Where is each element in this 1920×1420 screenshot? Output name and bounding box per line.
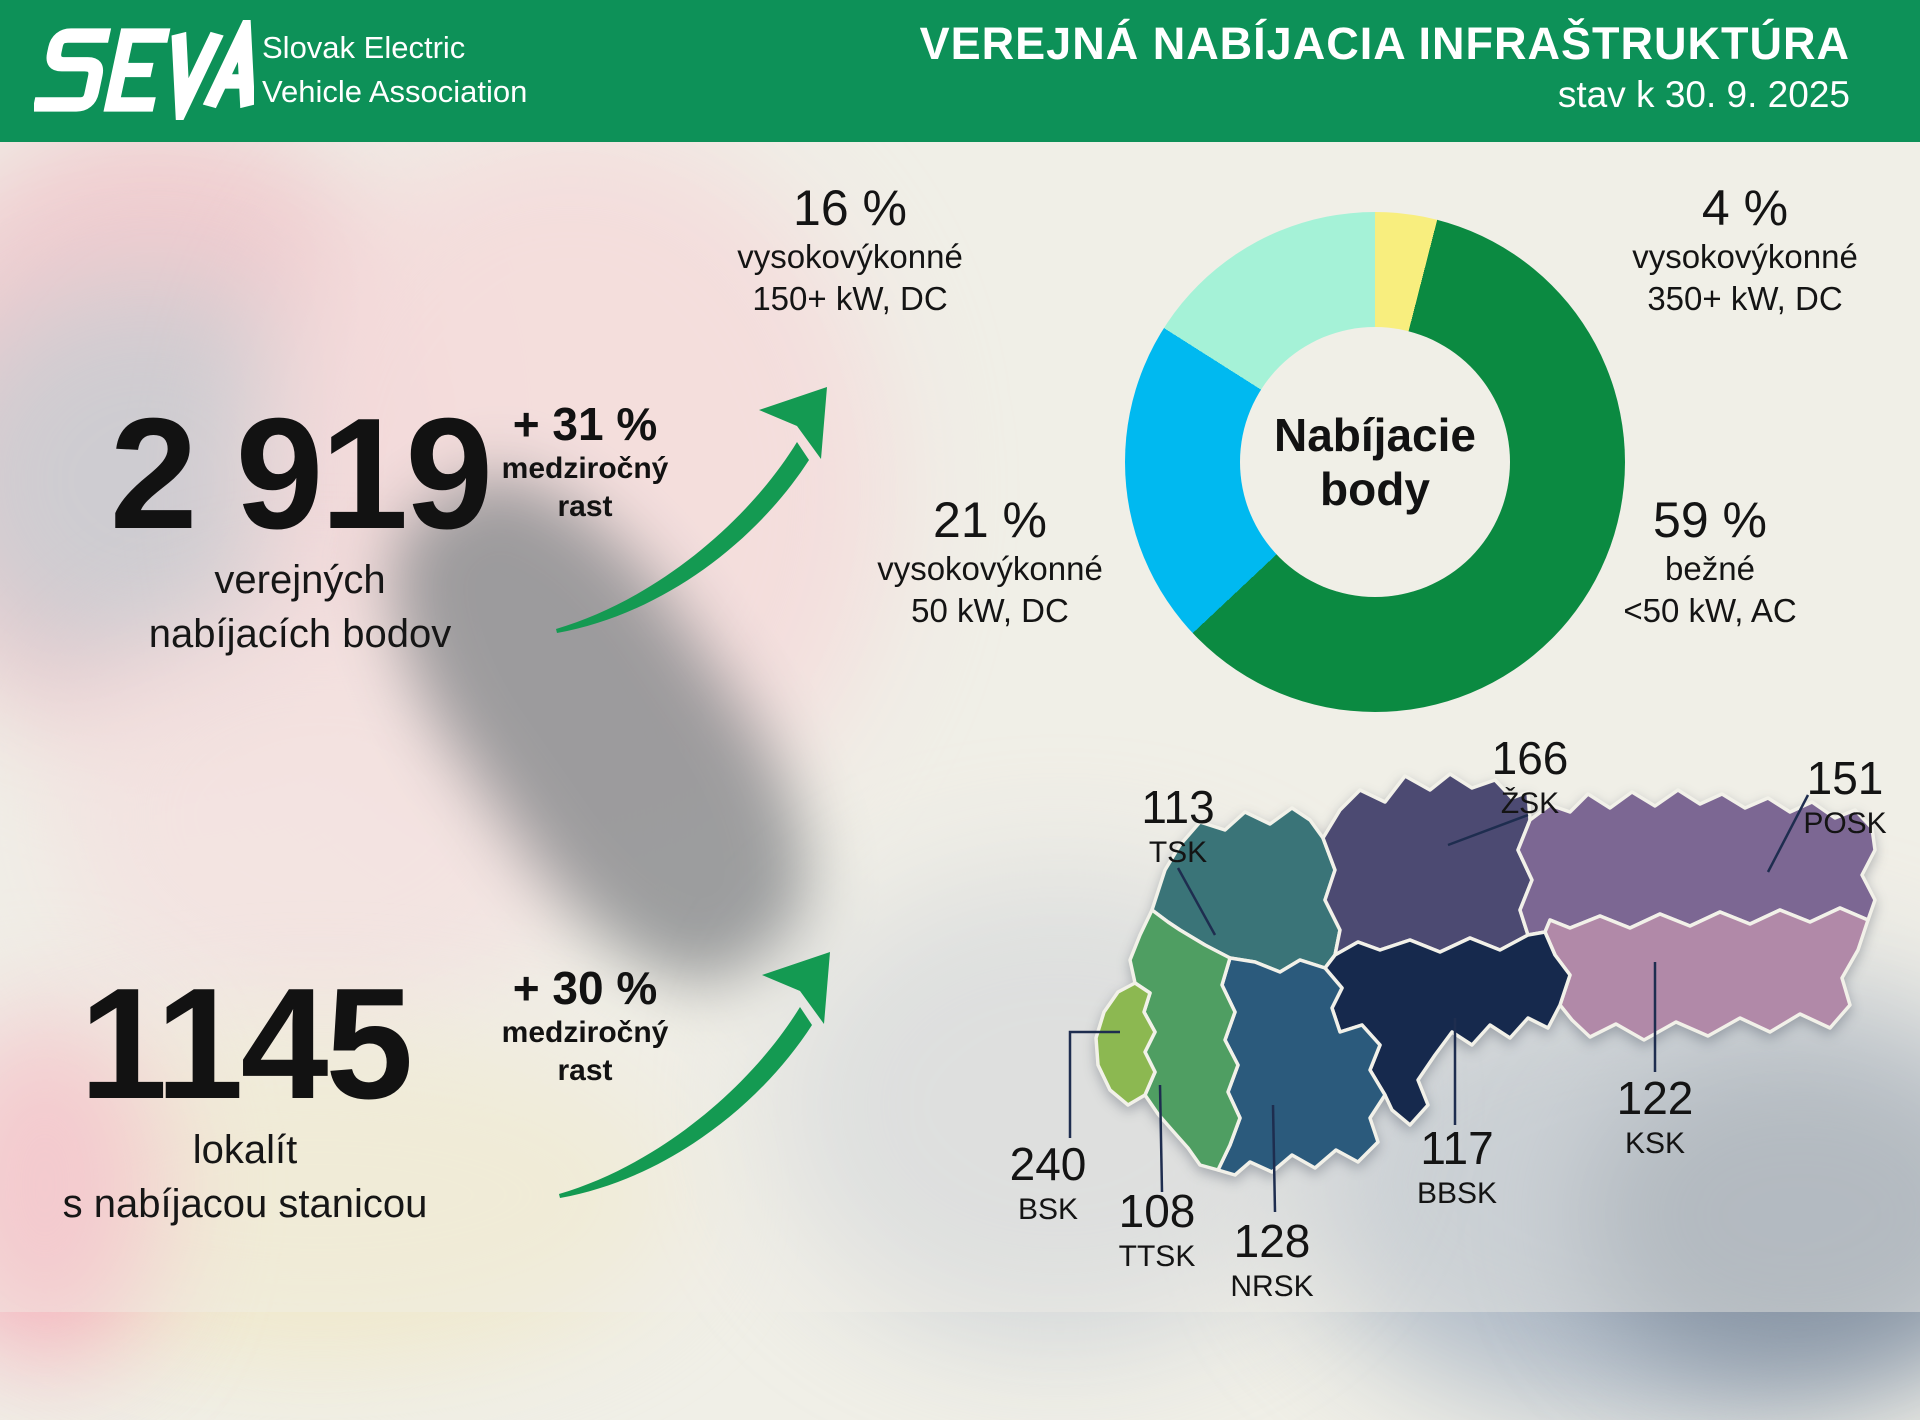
slice-50kw-line1: vysokovýkonné xyxy=(877,550,1103,587)
donut-title-line1: Nabíjacie xyxy=(1274,408,1476,461)
slice-350kw-line1: vysokovýkonné xyxy=(1632,238,1858,275)
slice-50kw-pct: 21 % xyxy=(933,492,1047,548)
map-label-bsk: 240 BSK xyxy=(963,1139,1133,1231)
map-label-ttsk: 108 TTSK xyxy=(1072,1186,1242,1278)
bsk-value: 240 xyxy=(1009,1138,1087,1190)
growth-locations-line1: medziročný xyxy=(501,1016,669,1049)
map-label-tsk: 113 TSK xyxy=(1093,782,1263,874)
charging-points-value: 2 919 xyxy=(109,386,493,562)
slice-label-ac: 59 % bežné <50 kW, AC xyxy=(1520,492,1900,632)
slice-ac-line2: <50 kW, AC xyxy=(1623,592,1797,629)
page-title: VEREJNÁ NABÍJACIA INFRAŠTRUKTÚRA xyxy=(919,18,1850,69)
map-callout-lines xyxy=(1068,794,1810,1213)
callout-bsk xyxy=(1068,1030,1120,1138)
slice-ac-pct: 59 % xyxy=(1653,492,1767,548)
slice-150kw-pct: 16 % xyxy=(793,180,907,236)
growth-locations-line2: rast xyxy=(557,1054,613,1087)
locations-value: 1145 xyxy=(79,956,414,1132)
charging-points-label-line1: verejných xyxy=(214,558,386,602)
nrsk-value: 128 xyxy=(1233,1215,1311,1267)
header-title-block: VEREJNÁ NABÍJACIA INFRAŠTRUKTÚRA stav k … xyxy=(920,18,1850,116)
ksk-code: KSK xyxy=(1624,1127,1686,1160)
donut-center-title: Nabíjacie body xyxy=(1125,212,1625,712)
tsk-value: 113 xyxy=(1141,781,1215,833)
ttsk-code: TTSK xyxy=(1118,1240,1196,1273)
locations-label: lokalít s nabíjacou stanicou xyxy=(10,1123,480,1231)
bbsk-value: 117 xyxy=(1420,1122,1494,1174)
region-ksk-shape xyxy=(1543,906,1870,1042)
bbsk-code: BBSK xyxy=(1416,1177,1498,1210)
growth-points-line1: medziročný xyxy=(501,452,669,485)
slice-label-50kw: 21 % vysokovýkonné 50 kW, DC xyxy=(800,492,1180,632)
slice-150kw-line2: 150+ kW, DC xyxy=(752,280,948,317)
slice-label-150kw: 16 % vysokovýkonné 150+ kW, DC xyxy=(660,180,1040,320)
locations-label-line2: s nabíjacou stanicou xyxy=(62,1182,428,1226)
org-name: Slovak Electric Vehicle Association xyxy=(262,26,527,114)
slice-350kw-line2: 350+ kW, DC xyxy=(1647,280,1843,317)
status-date: stav k 30. 9. 2025 xyxy=(1557,74,1850,115)
map-label-bbsk: 117 BBSK xyxy=(1372,1123,1542,1215)
callout-ttsk xyxy=(1158,1084,1164,1193)
zsk-code: ŽSK xyxy=(1500,787,1560,820)
org-name-line1: Slovak Electric xyxy=(262,30,466,65)
tsk-code: TSK xyxy=(1148,836,1208,869)
slice-150kw-line1: vysokovýkonné xyxy=(737,238,963,275)
donut-chart: Nabíjacie body xyxy=(1125,212,1625,712)
charging-points-label: verejných nabíjacích bodov xyxy=(70,553,530,661)
photo-veil xyxy=(0,0,1920,1312)
map-label-nrsk: 128 NRSK xyxy=(1187,1216,1357,1308)
growth-charging-points: + 31 % medziročný rast xyxy=(455,398,715,526)
charging-points-label-line2: nabíjacích bodov xyxy=(148,612,452,656)
locations-label-line1: lokalít xyxy=(192,1128,298,1172)
donut-hole xyxy=(1240,327,1510,597)
callout-nrsk xyxy=(1271,1104,1277,1213)
growth-locations: + 30 % medziročný rast xyxy=(455,962,715,1090)
posk-code: POSK xyxy=(1803,807,1887,840)
callout-posk xyxy=(1766,794,1810,873)
donut-title-line2: body xyxy=(1320,463,1430,515)
callout-tsk xyxy=(1176,867,1217,936)
org-name-line2: Vehicle Association xyxy=(262,74,528,109)
slice-50kw-line2: 50 kW, DC xyxy=(911,592,1069,629)
zsk-value: 166 xyxy=(1491,732,1569,784)
growth-points-pct: + 31 % xyxy=(512,398,658,450)
nrsk-code: NRSK xyxy=(1230,1270,1314,1303)
header-bar: Slovak Electric Vehicle Association VERE… xyxy=(0,0,1920,142)
map-label-zsk: 166 ŽSK xyxy=(1445,733,1615,825)
stat-charging-points: 2 919 verejných nabíjacích bodov xyxy=(70,395,530,661)
slice-ac-line1: bežné xyxy=(1665,550,1755,587)
slice-350kw-pct: 4 % xyxy=(1701,180,1789,236)
growth-points-line2: rast xyxy=(557,490,613,523)
bsk-code: BSK xyxy=(1017,1193,1079,1226)
growth-locations-pct: + 30 % xyxy=(512,962,658,1014)
region-bsk-shape xyxy=(1094,981,1157,1107)
slice-label-350kw: 4 % vysokovýkonné 350+ kW, DC xyxy=(1555,180,1920,320)
slovakia-region-map xyxy=(1068,772,1877,1213)
ksk-value: 122 xyxy=(1616,1072,1694,1124)
seva-logo-icon xyxy=(34,20,254,120)
callout-zsk xyxy=(1447,813,1529,847)
ttsk-value: 108 xyxy=(1118,1185,1196,1237)
map-label-posk: 151 POSK xyxy=(1770,753,1920,845)
map-label-ksk: 122 KSK xyxy=(1570,1073,1740,1165)
posk-value: 151 xyxy=(1806,752,1884,804)
stat-locations: 1145 lokalít s nabíjacou stanicou xyxy=(10,965,480,1231)
